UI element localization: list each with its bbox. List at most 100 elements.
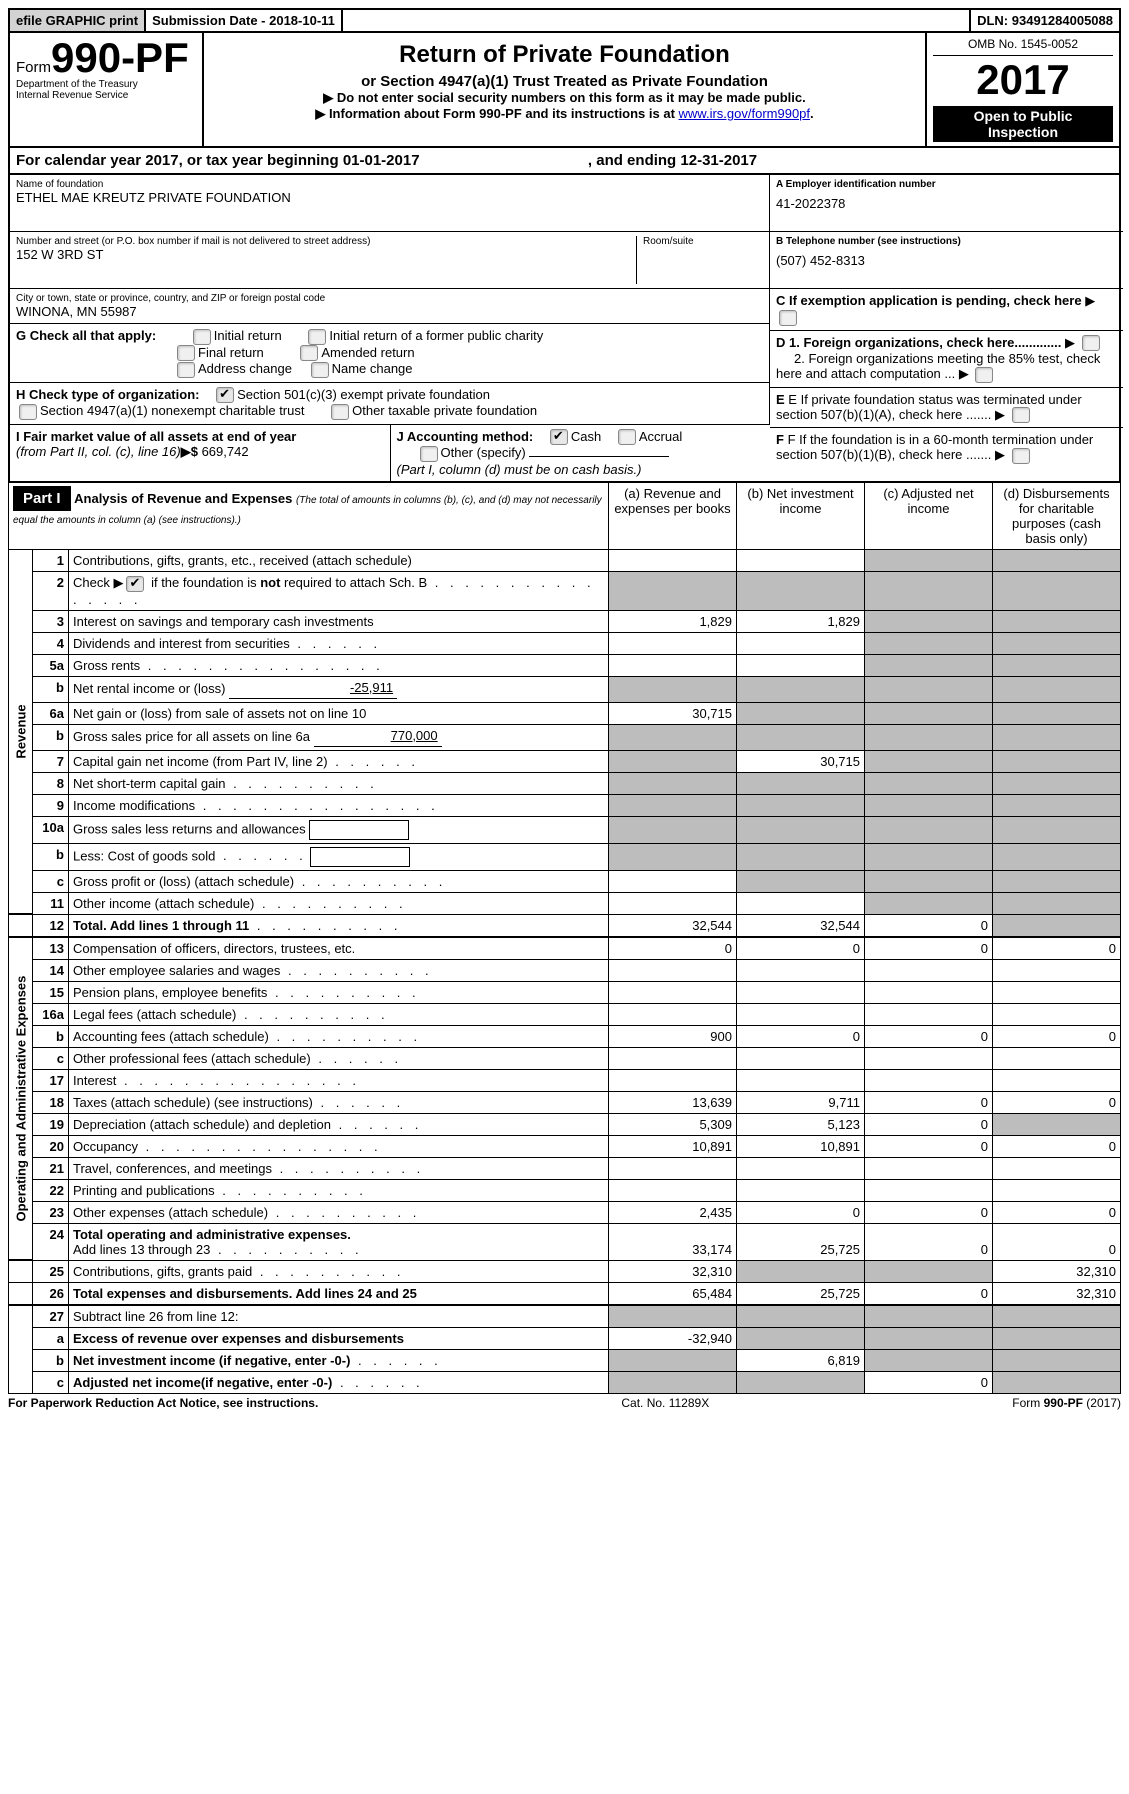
title-block: Return of Private Foundation or Section …: [204, 33, 927, 146]
dln-label: DLN:: [977, 13, 1012, 28]
topbar-spacer: [343, 10, 969, 31]
row1-desc: Contributions, gifts, grants, etc., rece…: [69, 549, 609, 571]
top-bar: efile GRAPHIC print Submission Date - 20…: [8, 8, 1121, 33]
d-cell: D 1. Foreign organizations, check here..…: [770, 331, 1123, 388]
footer-left: For Paperwork Reduction Act Notice, see …: [8, 1396, 318, 1410]
ein-cell: A Employer identification number 41-2022…: [770, 175, 1123, 232]
row-11: 11 Other income (attach schedule): [9, 892, 1121, 914]
f-cell: F F If the foundation is in a 60-month t…: [770, 428, 1123, 468]
ein-label: A Employer identification number: [776, 179, 1117, 190]
row-10b: b Less: Cost of goods sold: [9, 843, 1121, 870]
d-label: D 1. Foreign organizations, check here..…: [776, 335, 1061, 350]
addr-label: Number and street (or P.O. box number if…: [16, 236, 630, 247]
e-label: E If private foundation status was termi…: [776, 392, 1082, 422]
room-label: Room/suite: [643, 236, 763, 247]
omb-number: OMB No. 1545-0052: [933, 37, 1113, 56]
h-opt-2: Other taxable private foundation: [352, 403, 537, 418]
part1-label: Part I: [13, 486, 71, 511]
h-check-cell: H Check type of organization: Section 50…: [10, 383, 770, 425]
row-25: 25Contributions, gifts, grants paid 32,3…: [9, 1260, 1121, 1282]
row-4: 4 Dividends and interest from securities: [9, 632, 1121, 654]
part1-heading: Analysis of Revenue and Expenses: [74, 491, 292, 506]
row-21: 21Travel, conferences, and meetings: [9, 1157, 1121, 1179]
chk-name-change[interactable]: [311, 362, 329, 378]
j-cash: Cash: [571, 429, 601, 444]
ij-row: I Fair market value of all assets at end…: [10, 425, 770, 481]
chk-4947a1[interactable]: [19, 404, 37, 420]
chk-schB[interactable]: [126, 576, 144, 592]
cal-end: 12-31-2017: [680, 152, 757, 169]
city-label: City or town, state or province, country…: [16, 293, 763, 304]
j-accrual: Accrual: [639, 429, 682, 444]
g-label: G Check all that apply:: [16, 328, 156, 343]
chk-e[interactable]: [1012, 407, 1030, 423]
warn-info-prefix: Information about Form 990-PF and its in…: [315, 106, 678, 121]
c-label: C If exemption application is pending, c…: [776, 293, 1082, 308]
ein-value: 41-2022378: [776, 196, 1117, 211]
i-label-1: I Fair market value of all assets at end…: [16, 429, 296, 444]
row-5a: 5a Gross rents: [9, 654, 1121, 676]
f-label: F If the foundation is in a 60-month ter…: [776, 432, 1093, 462]
i-value: 669,742: [202, 444, 249, 459]
row-17: 17Interest: [9, 1069, 1121, 1091]
row-10c: c Gross profit or (loss) (attach schedul…: [9, 870, 1121, 892]
row-16a: 16aLegal fees (attach schedule): [9, 1003, 1121, 1025]
irs-link[interactable]: www.irs.gov/form990pf: [679, 106, 811, 121]
part1-table: Part I Analysis of Revenue and Expenses …: [8, 483, 1121, 1394]
chk-d1[interactable]: [1082, 335, 1100, 351]
chk-501c3[interactable]: [216, 387, 234, 403]
j-other: Other (specify): [441, 445, 526, 460]
row-22: 22Printing and publications: [9, 1179, 1121, 1201]
chk-other-method[interactable]: [420, 446, 438, 462]
tax-year: 2017: [933, 56, 1113, 104]
chk-accrual[interactable]: [618, 429, 636, 445]
h-opt-0: Section 501(c)(3) exempt private foundat…: [237, 387, 490, 402]
irs: Internal Revenue Service: [16, 90, 196, 101]
g-check-cell: G Check all that apply: Initial return I…: [10, 324, 770, 383]
g-opt-2: Final return: [198, 345, 264, 360]
chk-cash[interactable]: [550, 429, 568, 445]
foundation-name: ETHEL MAE KREUTZ PRIVATE FOUNDATION: [16, 190, 763, 205]
id-block: Name of foundation ETHEL MAE KREUTZ PRIV…: [8, 175, 1121, 483]
chk-initial-return[interactable]: [193, 329, 211, 345]
row-1: Revenue 1 Contributions, gifts, grants, …: [9, 549, 1121, 571]
row-13: Operating and Administrative Expenses 13…: [9, 937, 1121, 960]
row-3: 3 Interest on savings and temporary cash…: [9, 610, 1121, 632]
row-23: 23Other expenses (attach schedule) 2,435…: [9, 1201, 1121, 1223]
form-prefix: Form: [16, 59, 51, 76]
chk-address-change[interactable]: [177, 362, 195, 378]
row-6b: b Gross sales price for all assets on li…: [9, 724, 1121, 750]
foundation-city: WINONA, MN 55987: [16, 304, 763, 319]
main-title: Return of Private Foundation: [210, 41, 919, 69]
j-note: (Part I, column (d) must be on cash basi…: [397, 462, 642, 477]
chk-amended[interactable]: [300, 345, 318, 361]
chk-c[interactable]: [779, 310, 797, 326]
chk-f[interactable]: [1012, 448, 1030, 464]
chk-initial-former[interactable]: [308, 329, 326, 345]
efile-graphic-print[interactable]: efile GRAPHIC print: [10, 10, 144, 31]
cal-begin: 01-01-2017: [343, 152, 420, 169]
col-c-head: (c) Adjusted net income: [865, 483, 993, 550]
year-block: OMB No. 1545-0052 2017 Open to Public In…: [927, 33, 1119, 146]
row-10a: 10a Gross sales less returns and allowan…: [9, 816, 1121, 843]
chk-d2[interactable]: [975, 367, 993, 383]
col-b-head: (b) Net investment income: [737, 483, 865, 550]
row-12: 12 Total. Add lines 1 through 11 32,5443…: [9, 914, 1121, 937]
j-label: J Accounting method:: [397, 429, 534, 444]
row-27: 27Subtract line 26 from line 12:: [9, 1305, 1121, 1328]
row-16c: cOther professional fees (attach schedul…: [9, 1047, 1121, 1069]
cal-a: For calendar year 2017, or tax year begi…: [16, 152, 343, 169]
form-id-block: Form990-PF Department of the Treasury In…: [10, 33, 204, 146]
calendar-year-row: For calendar year 2017, or tax year begi…: [8, 148, 1121, 175]
row-26: 26 Total expenses and disbursements. Add…: [9, 1282, 1121, 1305]
dln-value: 93491284005088: [1012, 13, 1113, 28]
col-d-head: (d) Disbursements for charitable purpose…: [993, 483, 1121, 550]
d2-label: 2. Foreign organizations meeting the 85%…: [776, 351, 1100, 381]
submission-value: 2018-10-11: [269, 13, 335, 28]
part1-header-row: Part I Analysis of Revenue and Expenses …: [9, 483, 1121, 550]
i-label-2: (from Part II, col. (c), line 16): [16, 444, 181, 459]
dln: DLN: 93491284005088: [971, 10, 1119, 31]
chk-other-taxable[interactable]: [331, 404, 349, 420]
row-27c: cAdjusted net income(if negative, enter …: [9, 1371, 1121, 1393]
chk-final-return[interactable]: [177, 345, 195, 361]
